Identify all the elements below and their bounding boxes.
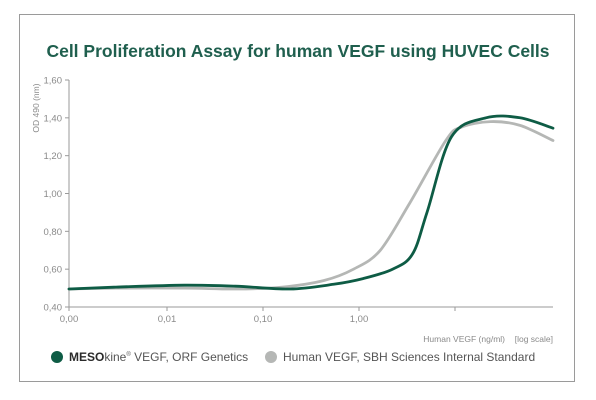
x-axis-scale-note: [log scale] [515, 334, 553, 344]
y-tick-label: 1,40 [44, 113, 63, 124]
y-axis-label: OD 490 (nm) [31, 83, 41, 132]
chart-title: Cell Proliferation Assay for human VEGF … [46, 41, 549, 61]
legend-item-sbh[interactable]: Human VEGF, SBH Sciences Internal Standa… [265, 350, 535, 364]
y-tick-label: 1,00 [44, 189, 63, 200]
legend-marker-sbh [265, 351, 277, 363]
chart-frame: Cell Proliferation Assay for human VEGF … [19, 14, 575, 382]
x-axis-label: Human VEGF (ng/ml) [423, 334, 505, 344]
x-tick-label: 1,00 [350, 314, 369, 325]
legend-item-mesokine[interactable]: MESOkine® VEGF, ORF Genetics [51, 350, 248, 364]
legend-label-sbh: Human VEGF, SBH Sciences Internal Standa… [283, 350, 535, 364]
x-tick-label: 0,01 [158, 314, 177, 325]
y-tick-label: 1,60 [44, 76, 63, 87]
y-tick-label: 0,40 [44, 303, 63, 314]
x-tick-label: 0,10 [254, 314, 273, 325]
y-tick-label: 1,20 [44, 151, 63, 162]
plot-area: 0,40 0,60 0,80 1,00 1,20 1,40 1,60 0,00 0,01 0,10… [44, 76, 555, 325]
x-tick-label: 0,00 [60, 314, 79, 325]
legend: MESOkine® VEGF, ORF Genetics Human VEGF,… [51, 350, 535, 364]
legend-marker-mesokine [51, 351, 63, 363]
chart-svg: Cell Proliferation Assay for human VEGF … [31, 41, 555, 364]
legend-label-mesokine: MESOkine® VEGF, ORF Genetics [69, 350, 248, 364]
y-tick-label: 0,60 [44, 265, 63, 276]
y-tick-label: 0,80 [44, 227, 63, 238]
series-line-sbh [67, 120, 555, 291]
series-line-mesokine [67, 114, 555, 291]
